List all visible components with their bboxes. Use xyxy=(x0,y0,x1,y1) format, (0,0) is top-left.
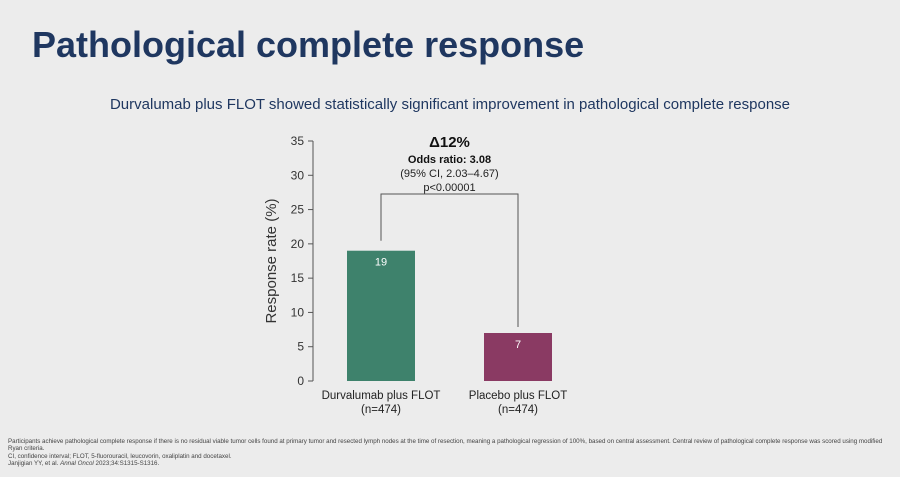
y-tick-label: 30 xyxy=(291,168,305,182)
reference-journal: Annal Oncol xyxy=(60,459,94,467)
bar-value-label: 19 xyxy=(375,257,387,269)
x-category-label: Durvalumab plus FLOT xyxy=(322,390,441,402)
slide-subtitle: Durvalumab plus FLOT showed statisticall… xyxy=(109,96,791,113)
x-category-sublabel: (n=474) xyxy=(498,404,538,416)
significance-annotation: Δ12% Odds ratio: 3.08 (95% CI, 2.03–4.67) p… xyxy=(380,134,519,327)
y-axis-label: Response rate (%) xyxy=(263,198,280,323)
x-category-label: Placebo plus FLOT xyxy=(469,390,567,402)
significance-bracket xyxy=(380,193,519,327)
p-value-label: p<0.00001 xyxy=(423,182,475,194)
y-tick-label: 10 xyxy=(291,305,305,319)
ci-label: (95% CI, 2.03–4.67) xyxy=(400,168,498,180)
footnotes: Participants achieve pathological comple… xyxy=(8,438,892,467)
y-tick-label: 0 xyxy=(297,374,304,388)
bars: 19 7 xyxy=(347,250,552,381)
odds-ratio-label: Odds ratio: 3.08 xyxy=(408,154,491,166)
y-tick-label: 35 xyxy=(291,134,305,148)
bar-value-label: 7 xyxy=(515,339,521,351)
y-tick-label: 20 xyxy=(291,237,305,251)
y-tick-label: 25 xyxy=(291,203,305,217)
x-axis-labels: Durvalumab plus FLOT (n=474) Placebo plus … xyxy=(322,390,568,416)
footnote-definition: Participants achieve pathological comple… xyxy=(8,438,883,453)
slide-title: Pathological complete response xyxy=(32,24,585,65)
y-tick-label: 5 xyxy=(297,340,304,354)
y-axis: 0 5 10 15 20 25 30 35 Response rate (%) xyxy=(263,134,314,388)
delta-label: Δ12% xyxy=(429,134,470,151)
footnote-reference: Janjigian YY, et al. Annal Oncol 2023;34… xyxy=(8,460,892,467)
x-category-sublabel: (n=474) xyxy=(361,404,401,416)
reference-details: 2023;34:S1315-S1316. xyxy=(95,459,160,467)
reference-authors: Janjigian YY, et al. xyxy=(8,459,59,467)
bar xyxy=(347,250,415,381)
y-tick-label: 15 xyxy=(291,271,305,285)
footnote-abbreviations: CI, confidence interval; FLOT, 5-fluorou… xyxy=(8,452,232,460)
bar-chart: 0 5 10 15 20 25 30 35 Response rate (%) 19 7 Durv… xyxy=(263,134,568,416)
bar xyxy=(484,333,552,381)
